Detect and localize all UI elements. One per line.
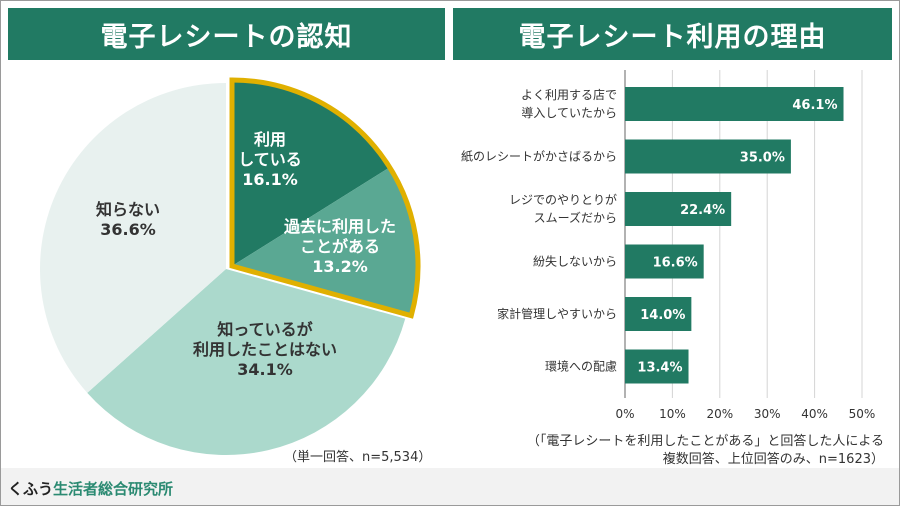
bar-category-label: 紛失しないから	[533, 254, 617, 269]
pie-category-label: 知っているが	[217, 320, 312, 339]
bar-value-label: 16.6%	[653, 256, 698, 271]
pie-category-label: 利用したことはない	[193, 340, 337, 359]
pie-category-label: 過去に利用した	[283, 217, 396, 236]
bar-category-label: 紙のレシートがかさばるから	[461, 149, 617, 164]
pie-category-label: ことがある	[300, 237, 380, 256]
bar	[625, 297, 692, 331]
right-panel-note-line1: （「電子レシートを利用したことがある」と回答した人による	[526, 434, 884, 449]
bar-chart: 0% 10% 20% 30% 40% 50% 46.1% よく利用する店で導入していたから 35…	[461, 70, 876, 421]
bar-category-label: 家計管理しやすいから	[497, 306, 617, 321]
bar-value-label: 13.4%	[637, 361, 682, 376]
bar-value-label: 14.0%	[640, 308, 685, 323]
pie-slice	[232, 80, 390, 266]
brand-logo: くふう生活者総合研究所	[8, 478, 173, 499]
bar-category-line: よく利用する店で	[521, 88, 617, 102]
pie-slice	[40, 83, 227, 393]
left-panel-note: （単一回答、n=5,534）	[284, 450, 432, 465]
right-panel-title: 電子レシート利用の理由	[453, 8, 892, 60]
x-tick-label: 10%	[659, 407, 686, 421]
x-tick-label: 20%	[706, 407, 733, 421]
bar	[625, 87, 844, 121]
bar-value-label: 35.0%	[740, 151, 785, 166]
pie-value-label: 13.2%	[312, 257, 368, 276]
pie-category-label: 利用	[254, 130, 286, 149]
bar-category-line: 導入していたから	[521, 106, 617, 120]
pie-value-label: 34.1%	[237, 360, 293, 379]
pie-category-label: している	[238, 150, 302, 169]
bar-category-line: 紛失しないから	[533, 254, 617, 269]
pie-value-label: 36.6%	[100, 220, 156, 239]
bar	[625, 139, 791, 174]
bar-category-line: レジでのやりとりが	[509, 192, 617, 207]
bar	[625, 192, 732, 226]
pie-slice-label: 過去に利用したことがある 13.2%	[283, 217, 396, 276]
right-panel-note-line2: 複数回答、上位回答のみ、n=1623）	[662, 452, 884, 467]
bar	[625, 244, 704, 279]
bar-category-line: 環境への配慮	[545, 359, 617, 374]
footer	[1, 468, 899, 505]
highlight-outline	[229, 77, 421, 319]
left-panel-title: 電子レシートの認知	[8, 8, 445, 60]
bar-category-line: スムーズだから	[534, 210, 617, 225]
bar-category-label: レジでのやりとりがスムーズだから	[509, 192, 617, 225]
pie-slice-label: 知っているが利用したことはない 34.1%	[193, 320, 337, 379]
bar	[625, 349, 689, 384]
x-tick-label: 30%	[754, 407, 781, 421]
bar-category-line: 紙のレシートがかさばるから	[461, 149, 617, 164]
brand-part2: 生活者総合研究所	[53, 480, 174, 498]
pie-slice	[87, 269, 406, 455]
x-tick-label: 40%	[801, 407, 828, 421]
pie-slice-label: 利用している 16.1%	[238, 130, 302, 189]
bar-category-label: 環境への配慮	[545, 359, 617, 374]
x-tick-label: 50%	[849, 407, 876, 421]
pie-value-label: 16.1%	[242, 170, 298, 189]
pie-chart: 利用している 16.1% 過去に利用したことがある 13.2% 知っているが利用したこと…	[40, 77, 421, 455]
x-tick-label: 0%	[615, 407, 634, 421]
pie-slice-label: 知らない 36.6%	[96, 200, 160, 239]
bar-value-label: 46.1%	[792, 98, 837, 113]
bar-category-line: 家計管理しやすいから	[497, 306, 617, 321]
bar-value-label: 22.4%	[680, 203, 725, 218]
pie-category-label: 知らない	[96, 200, 160, 219]
brand-part1: くふう	[8, 480, 54, 498]
bar-category-label: よく利用する店で導入していたから	[521, 88, 617, 120]
